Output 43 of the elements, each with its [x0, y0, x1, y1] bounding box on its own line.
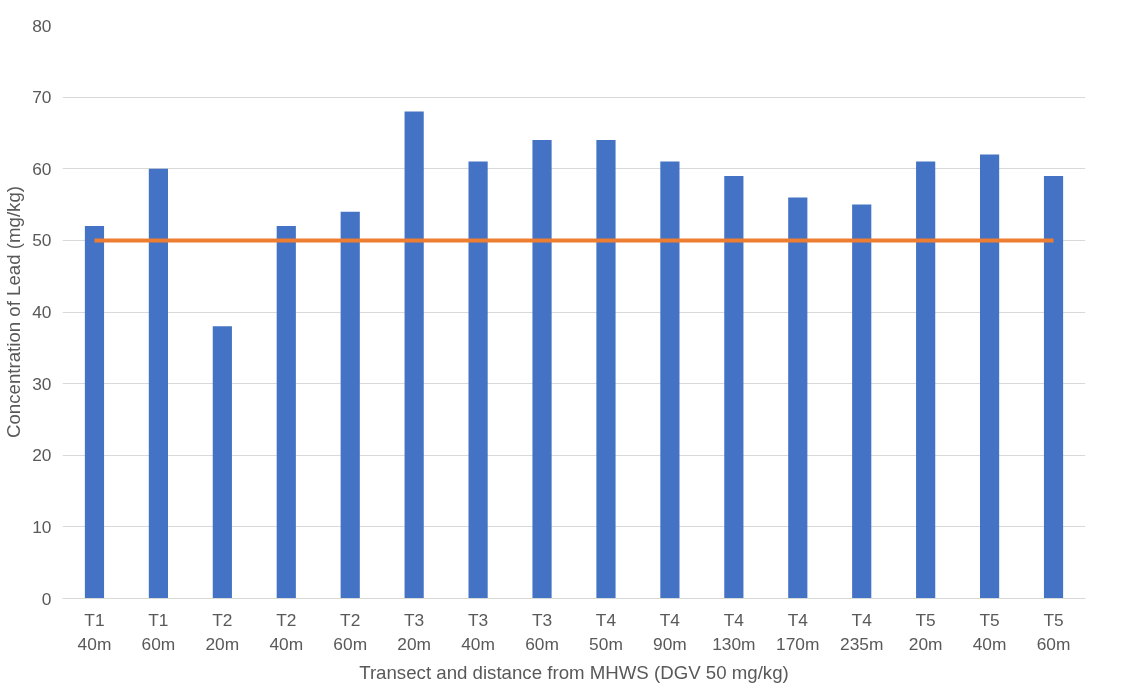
bar	[1043, 175, 1064, 599]
bar	[596, 140, 616, 599]
bar	[468, 161, 488, 599]
x-tick-label: T1 40m	[77, 609, 112, 654]
x-axis-title: Transect and distance from MHWS (DGV 50 mg/kg)	[359, 661, 789, 683]
y-tick-label: 60	[32, 158, 52, 179]
y-tick-label: 10	[32, 516, 52, 537]
x-tick-label: T3 40m	[461, 609, 495, 654]
bar	[916, 161, 936, 599]
x-tick-label: T4 170m	[776, 609, 820, 654]
x-tick-label: T5 40m	[972, 609, 1007, 654]
bar	[404, 111, 424, 599]
bar	[212, 326, 232, 599]
x-tick-label: T3 20m	[397, 609, 432, 654]
x-tick-label: T4 50m	[589, 609, 623, 654]
bar	[532, 140, 552, 599]
bar	[788, 197, 808, 599]
x-tick-label: T1 60m	[141, 609, 176, 654]
y-tick-label: 50	[32, 230, 52, 251]
y-tick-label: 70	[32, 87, 52, 108]
x-tick-label: T4 90m	[653, 609, 687, 654]
bar	[852, 204, 872, 599]
x-tick-label: T4 130m	[712, 609, 756, 654]
bar	[724, 175, 744, 599]
bar	[276, 226, 296, 599]
x-tick-label: T5 20m	[908, 609, 943, 654]
y-tick-label: 20	[32, 445, 52, 466]
x-tick-label: T3 60m	[525, 609, 559, 654]
x-tick-label: T2 40m	[269, 609, 304, 654]
y-tick-label: 0	[41, 588, 52, 609]
x-tick-label: T5 60m	[1036, 609, 1071, 654]
x-tick-label: T4 235m	[840, 609, 884, 654]
x-tick-label: T2 20m	[205, 609, 240, 654]
bar	[84, 226, 105, 599]
y-tick-label: 80	[32, 15, 52, 36]
bar	[148, 168, 168, 599]
bar	[340, 211, 360, 599]
x-tick-label: T2 60m	[333, 609, 368, 654]
bar	[660, 161, 680, 599]
y-tick-label: 30	[32, 373, 52, 394]
y-tick-label: 40	[32, 302, 52, 322]
y-axis-title: Concentration of Lead (mg/kg)	[3, 186, 25, 438]
bar	[980, 154, 1000, 599]
